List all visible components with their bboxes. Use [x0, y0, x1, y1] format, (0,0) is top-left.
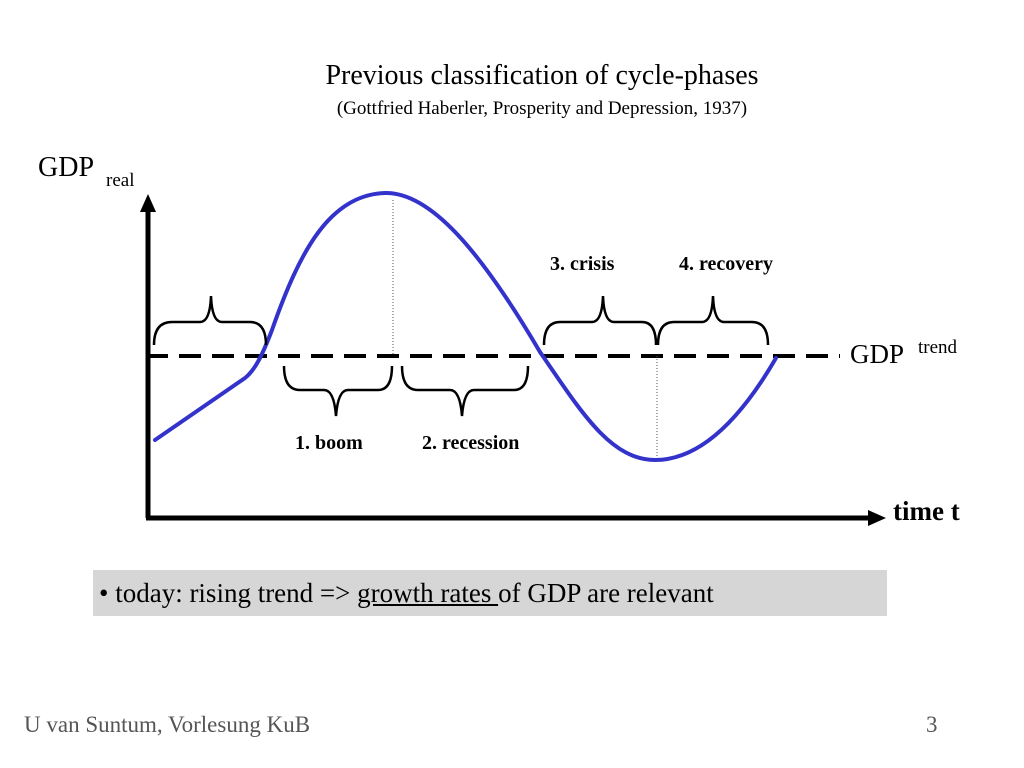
note-underlined: growth rates [357, 578, 499, 608]
note-suffix: of GDP are relevant [498, 578, 714, 608]
phase-brace-recession [400, 365, 530, 417]
phase-brace-crisis [542, 295, 658, 346]
phase-brace-recovery [656, 295, 770, 346]
phase-brace-pre-boom [152, 295, 268, 346]
slide-title: Previous classification of cycle-phases [325, 60, 759, 91]
phase-label-boom: 1. boom [295, 432, 363, 454]
note-box: • today: rising trend => growth rates of… [93, 570, 887, 616]
trend-label: GDP [850, 339, 904, 369]
phase-label-recovery: 4. recovery [679, 253, 773, 275]
page-number: 3 [926, 712, 938, 737]
y-axis-label: GDP [38, 152, 94, 183]
footer-author: U van Suntum, Vorlesung KuB [24, 712, 311, 737]
phase-label-crisis: 3. crisis [550, 253, 615, 275]
phase-label-recession: 2. recession [422, 432, 519, 454]
x-axis-label: time t [893, 496, 960, 526]
slide-subtitle: (Gottfried Haberler, Prosperity and Depr… [336, 98, 748, 119]
note-prefix: • today: rising trend => [99, 578, 358, 608]
y-axis-subscript: real [106, 170, 134, 191]
trend-superscript: trend [918, 337, 958, 358]
x-axis-arrowhead [868, 510, 886, 526]
phase-brace-boom [282, 365, 394, 417]
y-axis-arrowhead [140, 194, 156, 212]
gdp-curve [153, 190, 778, 463]
